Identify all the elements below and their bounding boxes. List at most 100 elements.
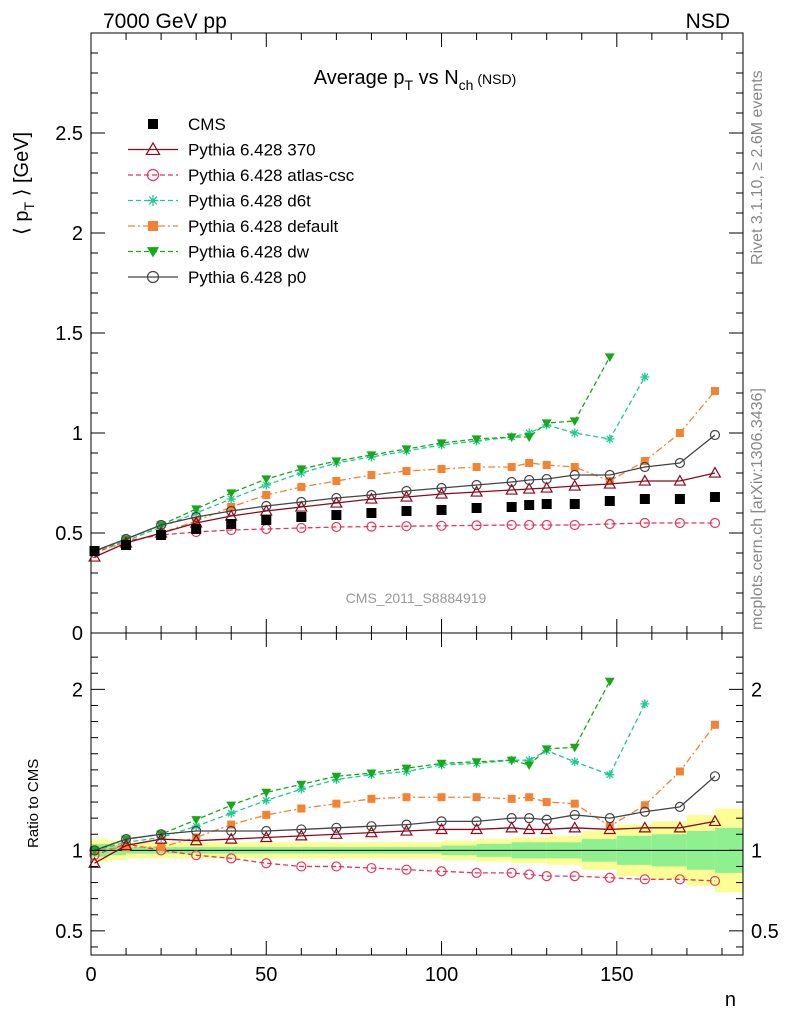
data-point (471, 816, 482, 827)
legend-marker (146, 168, 160, 182)
chart-title-main: Average p (314, 67, 405, 89)
main-plot-panel: 0 0.5 1 1.5 2 2.5 CMS Pythia 6.428 370 Pythia 6… (11, 32, 744, 645)
data-point (640, 457, 649, 465)
data-point (472, 793, 481, 802)
data-point (709, 875, 721, 887)
x-axis-label: n (725, 989, 736, 1011)
data-point (88, 856, 101, 868)
data-point (261, 825, 272, 837)
ratio-y-tick-label: 1 (72, 840, 83, 862)
ratio-plot-panel: 0.5 0.5 1 1 2 2 0 50 100 150 Ratio to CMS n (25, 632, 779, 1011)
data-point (522, 482, 536, 494)
main-y-label-pre: ⟨ p (11, 211, 33, 235)
data-point (506, 867, 517, 878)
data-point (120, 833, 132, 845)
data-point (366, 521, 377, 532)
series-cms (89, 492, 720, 556)
data-point (639, 517, 650, 529)
data-point (640, 801, 649, 810)
data-point (542, 461, 551, 469)
data-point (329, 827, 343, 839)
data-point (524, 869, 535, 880)
data-point (472, 463, 481, 471)
data-point (525, 793, 534, 802)
main-y-label-post: ⟩ [GeV] (11, 132, 33, 202)
series-line (94, 434, 716, 552)
series-pythia-6-428-d6t (90, 699, 650, 855)
data-point (542, 798, 551, 807)
x-tick-label: 50 (255, 964, 277, 986)
data-point (226, 825, 237, 837)
data-point (366, 769, 377, 779)
data-point (329, 496, 343, 508)
data-point (261, 515, 272, 525)
data-point (122, 843, 131, 852)
data-point (639, 874, 650, 885)
data-point (524, 428, 534, 438)
data-point (708, 814, 722, 827)
series-pythia-6-428-d6t (90, 372, 650, 556)
series-line (94, 703, 646, 851)
ratio-y-tick-label: 2 (72, 679, 83, 701)
data-point (331, 822, 342, 833)
data-point (367, 794, 376, 803)
data-point (189, 834, 203, 846)
data-point (436, 816, 447, 827)
data-point (524, 813, 535, 824)
data-point (507, 794, 516, 803)
data-point (470, 485, 484, 497)
data-point (88, 550, 101, 562)
series-line (94, 522, 715, 554)
data-point (639, 494, 650, 504)
data-point (294, 829, 308, 841)
data-point (402, 793, 411, 802)
data-point (437, 793, 446, 802)
data-point (524, 761, 535, 770)
data-point (570, 463, 579, 471)
data-point (471, 520, 482, 531)
data-point (296, 465, 307, 474)
data-point (436, 866, 447, 877)
data-point (604, 353, 615, 362)
data-point (710, 387, 719, 395)
data-point (331, 457, 342, 466)
legend-marker (148, 221, 158, 231)
data-point (191, 505, 202, 514)
data-point (605, 434, 615, 444)
legend-entry: Pythia 6.428 atlas-csc (128, 166, 355, 185)
data-point (296, 861, 307, 872)
data-point (191, 511, 202, 523)
main-y-tick-label: 0 (72, 623, 83, 645)
data-point (156, 519, 167, 531)
data-point (296, 522, 307, 534)
data-point (366, 508, 377, 518)
legend-label: Pythia 6.428 dw (188, 243, 310, 262)
data-point (569, 871, 580, 882)
data-point (541, 745, 552, 754)
chart-title: Average pT vs Nch (NSD) (314, 67, 517, 93)
legend-label: Pythia 6.428 370 (188, 141, 316, 160)
data-point (709, 517, 721, 529)
data-point (226, 853, 237, 864)
data-point (604, 872, 615, 883)
ratio-plot-frame (90, 632, 744, 956)
series-line (94, 390, 716, 552)
analysis-watermark: CMS_2011_S8884919 (346, 590, 487, 606)
series-pythia-6-428-default (90, 720, 719, 855)
data-point (89, 546, 100, 556)
legend-label: Pythia 6.428 p0 (188, 268, 306, 287)
data-point (604, 677, 615, 687)
legend-marker (145, 141, 161, 156)
series-line (94, 820, 716, 864)
data-point (507, 463, 516, 471)
data-point (401, 819, 412, 830)
series-pythia-6-428-dw (89, 677, 615, 856)
data-point (603, 477, 617, 489)
legend-entry: Pythia 6.428 dw (128, 243, 310, 262)
series-line (94, 724, 716, 851)
data-point (226, 519, 237, 529)
data-point (297, 804, 306, 813)
main-y-label-sub: T (21, 202, 37, 211)
series-line (94, 843, 715, 882)
